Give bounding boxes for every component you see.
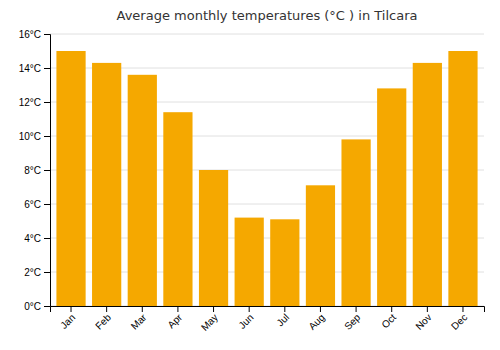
y-tick: 14°C xyxy=(19,63,50,74)
y-tick: 12°C xyxy=(19,97,50,108)
tick-label: 6°C xyxy=(24,199,41,210)
tick-label: 8°C xyxy=(24,165,41,176)
tick-mark xyxy=(44,306,50,307)
bar xyxy=(306,185,335,306)
tick-label: Aug xyxy=(306,312,326,332)
tick-mark xyxy=(462,306,463,312)
tick-mark xyxy=(142,306,143,312)
axis-line xyxy=(51,307,485,313)
bar xyxy=(270,219,299,306)
bar xyxy=(163,112,192,306)
tick-mark xyxy=(356,306,357,312)
tick-label: Oct xyxy=(379,312,398,331)
tick-label: Jun xyxy=(236,312,255,331)
tick-mark xyxy=(213,306,214,312)
tick-label: Apr xyxy=(166,311,185,330)
x-tick: Jul xyxy=(274,306,291,328)
bar xyxy=(128,75,157,306)
tick-label: 10°C xyxy=(19,131,41,142)
tick-mark xyxy=(44,238,50,239)
tick-label: Sep xyxy=(342,311,363,332)
bar xyxy=(413,63,442,306)
x-tick: Apr xyxy=(166,306,185,330)
bar xyxy=(56,51,85,306)
tick-label: Feb xyxy=(93,311,113,331)
tick-label: 4°C xyxy=(24,233,41,244)
grid-line xyxy=(50,34,484,35)
tick-mark xyxy=(391,306,392,312)
tick-label: 2°C xyxy=(24,267,41,278)
y-tick: 10°C xyxy=(19,131,50,142)
tick-mark xyxy=(249,306,250,312)
bar xyxy=(341,139,370,306)
x-tick: Nov xyxy=(413,306,433,332)
grid xyxy=(50,34,484,306)
tick-mark xyxy=(177,306,178,312)
tick-label: 0°C xyxy=(24,301,41,312)
tick-label: Dec xyxy=(449,312,469,332)
y-tick: 4°C xyxy=(24,233,50,244)
tick-mark xyxy=(44,102,50,103)
tick-mark xyxy=(106,306,107,312)
tick-label: Mar xyxy=(129,311,149,331)
tick-label: 14°C xyxy=(19,63,41,74)
tick-label: Nov xyxy=(413,312,433,332)
x-tick: Mar xyxy=(129,306,149,332)
x-tick: Feb xyxy=(93,306,113,332)
bar xyxy=(377,88,406,306)
y-tick: 2°C xyxy=(24,267,50,278)
y-tick: 6°C xyxy=(24,199,50,210)
tick-label: 16°C xyxy=(19,29,41,40)
x-tick: Oct xyxy=(379,306,398,330)
tick-mark xyxy=(44,204,50,205)
x-axis: Jan Feb Mar Apr May Jun Jul Aug Sep Oct Nov Dec xyxy=(51,306,485,333)
tick-label: Jul xyxy=(274,312,291,329)
bar xyxy=(448,51,477,306)
tick-mark xyxy=(44,136,50,137)
tick-mark xyxy=(71,306,72,312)
bar xyxy=(92,63,121,306)
tick-mark xyxy=(427,306,428,312)
bar xyxy=(199,170,228,306)
x-tick: Aug xyxy=(306,306,326,332)
x-tick: Jun xyxy=(236,306,255,331)
tick-mark xyxy=(44,34,50,35)
x-tick: May xyxy=(199,306,220,333)
axis-line xyxy=(44,35,51,307)
chart: 0°C 2°C 4°C 6°C 8°C 10°C 12°C 14°C 16°C Jan Feb Mar… xyxy=(0,0,500,350)
tick-mark xyxy=(44,170,50,171)
tick-label: Jan xyxy=(58,312,77,331)
tick-mark xyxy=(44,272,50,273)
bar xyxy=(235,218,264,306)
tick-mark xyxy=(284,306,285,312)
y-tick: 0°C xyxy=(24,301,50,312)
tick-label: 12°C xyxy=(19,97,41,108)
y-tick: 16°C xyxy=(19,29,50,40)
x-tick: Sep xyxy=(342,306,363,332)
x-tick: Dec xyxy=(449,306,469,332)
x-tick: Jan xyxy=(58,306,77,331)
bars xyxy=(56,51,477,306)
y-tick: 8°C xyxy=(24,165,50,176)
tick-label: May xyxy=(199,312,220,333)
y-axis: 0°C 2°C 4°C 6°C 8°C 10°C 12°C 14°C 16°C xyxy=(19,29,51,312)
tick-mark xyxy=(44,68,50,69)
tick-mark xyxy=(320,306,321,312)
title: Average monthly temperatures (°C ) in Ti… xyxy=(117,8,418,23)
plot: 0°C 2°C 4°C 6°C 8°C 10°C 12°C 14°C 16°C Jan Feb Mar… xyxy=(19,29,485,333)
